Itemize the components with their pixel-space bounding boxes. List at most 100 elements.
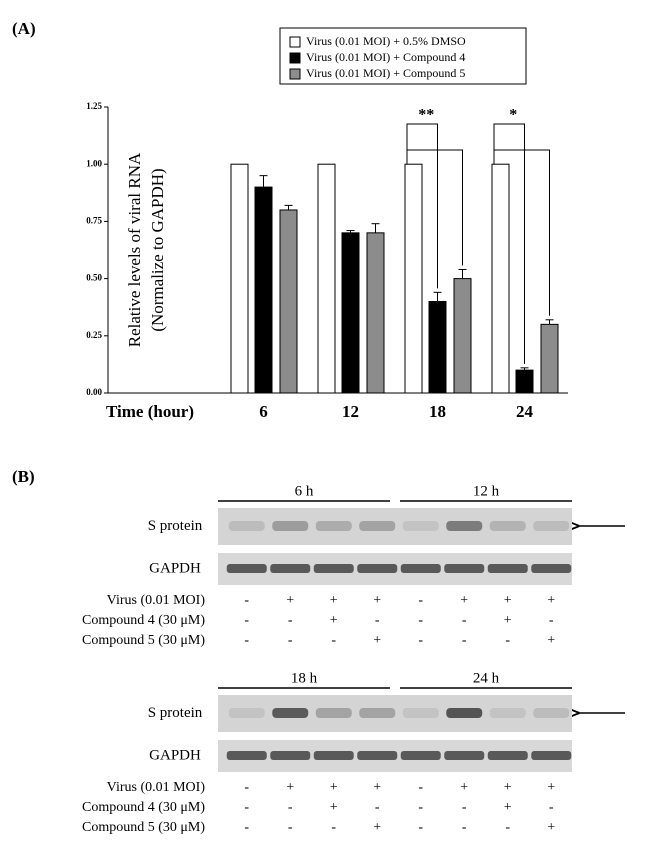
condition-label: Compound 5 (30 μM) [82, 633, 205, 648]
blot-band [357, 751, 398, 760]
bar [341, 232, 360, 394]
condition-sign: - [244, 800, 249, 815]
condition-sign: - [244, 780, 249, 795]
blot-band [402, 521, 439, 531]
condition-sign: + [373, 633, 381, 648]
condition-sign: - [244, 633, 249, 648]
condition-sign: - [418, 800, 423, 815]
condition-sign: - [418, 780, 423, 795]
condition-sign: - [462, 613, 467, 628]
blot-band [270, 751, 311, 760]
condition-sign: - [549, 613, 554, 628]
condition-sign: - [505, 633, 510, 648]
blot-band [357, 564, 398, 573]
blot-band [315, 521, 352, 531]
y-tick-label: 0.25 [86, 330, 102, 340]
condition-sign: + [330, 780, 338, 795]
x-tick-label: 18 [429, 402, 446, 421]
bar [366, 232, 385, 394]
bar [491, 163, 510, 394]
panel-label: (A) [12, 19, 36, 38]
blot-band [313, 751, 354, 760]
blot-band [446, 521, 483, 531]
bar [254, 186, 273, 394]
condition-sign: - [418, 593, 423, 608]
condition-sign: + [373, 780, 381, 795]
condition-sign: - [288, 613, 293, 628]
condition-label: Compound 5 (30 μM) [82, 820, 205, 835]
condition-sign: - [418, 613, 423, 628]
x-axis-label: Time (hour) [106, 402, 194, 421]
bar [279, 209, 298, 394]
condition-sign: - [462, 800, 467, 815]
legend-label: Virus (0.01 MOI) + 0.5% DMSO [306, 34, 466, 48]
blot-band [531, 751, 572, 760]
condition-sign: + [330, 613, 338, 628]
legend-swatch [289, 68, 301, 80]
legend-box [279, 27, 527, 85]
significance-label: ** [418, 107, 434, 124]
condition-sign: + [504, 613, 512, 628]
blot [218, 508, 572, 545]
blot-band [270, 564, 311, 573]
condition-sign: + [547, 780, 555, 795]
bar [453, 278, 472, 394]
blot-band [359, 521, 396, 531]
blot-band [487, 751, 528, 760]
condition-label: Compound 4 (30 μM) [82, 800, 205, 815]
condition-sign: - [549, 800, 554, 815]
y-axis-label: (Normalize to GAPDH) [148, 168, 167, 331]
condition-sign: - [462, 820, 467, 835]
condition-sign: - [244, 820, 249, 835]
legend-swatch [289, 52, 301, 64]
condition-sign: - [418, 820, 423, 835]
time-label: 12 h [473, 483, 500, 499]
x-tick-label: 24 [516, 402, 534, 421]
row-label: S protein [148, 518, 203, 534]
blot-band [446, 708, 483, 718]
bar [404, 163, 423, 394]
condition-sign: - [331, 820, 336, 835]
blot-band [402, 708, 439, 718]
blot-band [228, 521, 265, 531]
blot-band [489, 708, 526, 718]
condition-sign: + [547, 593, 555, 608]
blot-band [533, 521, 570, 531]
blot-band [531, 564, 572, 573]
condition-sign: - [375, 800, 380, 815]
y-tick-label: 0.00 [86, 387, 102, 397]
condition-sign: - [462, 633, 467, 648]
condition-sign: + [504, 593, 512, 608]
y-tick-label: 1.00 [86, 158, 102, 168]
row-label: S protein [148, 705, 203, 721]
blot-band [226, 564, 267, 573]
condition-label: Compound 4 (30 μM) [82, 613, 205, 628]
blot-band [487, 564, 528, 573]
blot-band [400, 564, 441, 573]
condition-sign: + [460, 593, 468, 608]
condition-sign: - [505, 820, 510, 835]
row-label: GAPDH [149, 747, 201, 763]
condition-sign: - [288, 820, 293, 835]
condition-sign: + [460, 780, 468, 795]
condition-sign: - [331, 633, 336, 648]
significance-bracket [406, 123, 438, 289]
blot-band [272, 708, 309, 718]
panel-label: (B) [12, 467, 35, 486]
condition-sign: + [373, 593, 381, 608]
condition-sign: - [244, 613, 249, 628]
blot-band [313, 564, 354, 573]
time-label: 18 h [291, 670, 318, 686]
blot-band [228, 708, 265, 718]
condition-sign: - [288, 633, 293, 648]
blot-band [444, 751, 485, 760]
legend-label: Virus (0.01 MOI) + Compound 4 [306, 50, 465, 64]
blot-band [400, 751, 441, 760]
condition-sign: - [375, 613, 380, 628]
bar [317, 163, 336, 394]
condition-sign: + [286, 593, 294, 608]
legend-swatch [289, 36, 301, 48]
condition-label: Virus (0.01 MOI) [107, 780, 206, 795]
blot-band [533, 708, 570, 718]
condition-sign: + [330, 800, 338, 815]
